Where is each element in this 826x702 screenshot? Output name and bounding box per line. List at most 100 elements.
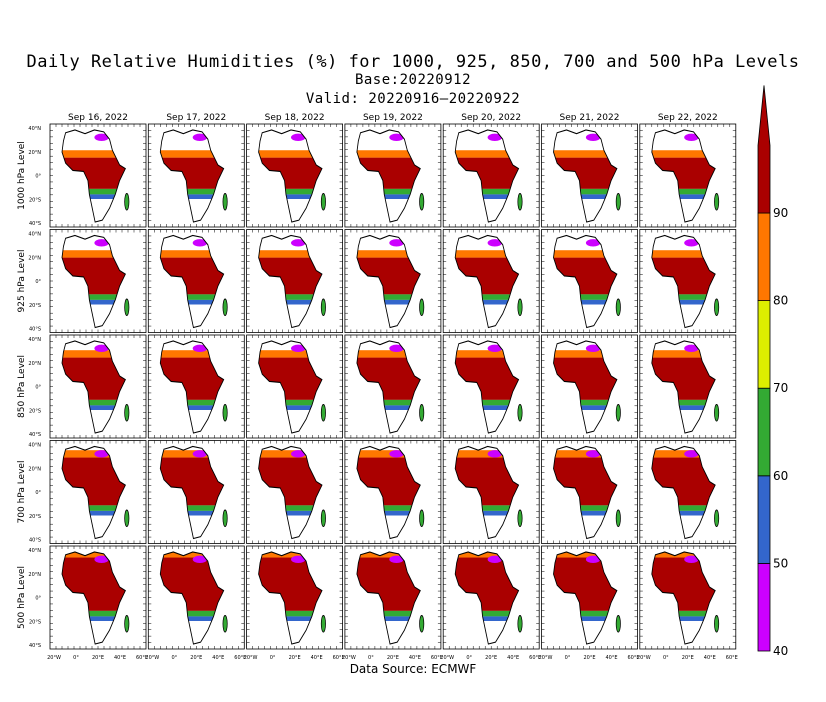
lat-tick-label: 20°S (29, 303, 41, 309)
map-panel (639, 229, 737, 333)
lon-tick-label: 40°E (704, 655, 716, 661)
map-panel (246, 334, 344, 439)
colorbar-label: 50 (773, 556, 788, 570)
map-panel (541, 545, 638, 650)
lat-tick-label: 20°S (29, 514, 41, 520)
lon-tick-label: 20°W (47, 655, 61, 661)
lon-tick-label: 20°E (289, 655, 301, 661)
map-panel (147, 123, 245, 228)
lon-tick-label: 20°W (244, 655, 258, 661)
map-panel (541, 229, 638, 333)
lon-tick-label: 40°E (212, 655, 224, 661)
lat-tick-label: 0° (35, 279, 41, 285)
lon-tick-label: 0° (270, 655, 276, 661)
colorbar-label: 90 (773, 206, 788, 220)
row-label: 1000 hPa Level (17, 141, 27, 210)
colorbar: 40 50 60 70 80 90 (757, 85, 788, 658)
lat-tick-label: 40°S (29, 538, 41, 544)
lat-tick-label: 40°N (28, 443, 41, 449)
lon-tick-label: 60°E (333, 655, 345, 661)
column-date-label: Sep 21, 2022 (560, 113, 620, 123)
lat-tick-label: 20°N (28, 466, 41, 472)
column-date-label: Sep 19, 2022 (363, 113, 423, 123)
map-panel (49, 334, 147, 439)
map-panel (344, 123, 442, 228)
map-panel (49, 229, 147, 333)
lat-tick-label: 20°N (28, 572, 41, 578)
lon-tick-label: 20°W (637, 655, 651, 661)
lon-tick-label: 20°E (583, 655, 595, 661)
row-label: 850 hPa Level (17, 355, 27, 418)
lat-tick-label: 20°N (28, 361, 41, 367)
map-panel (344, 229, 442, 333)
colorbar-segment (757, 85, 771, 214)
map-panel (147, 440, 245, 544)
column-date-label: Sep 20, 2022 (461, 113, 521, 123)
row-label: 500 hPa Level (17, 566, 27, 629)
lat-tick-label: 20°S (29, 619, 41, 625)
map-panel (442, 545, 540, 650)
map-panel (442, 440, 540, 544)
base-date: Base:20220912 (354, 72, 472, 88)
lat-tick-label: 40°N (28, 548, 41, 554)
map-panel (49, 123, 147, 228)
colorbar-label: 40 (773, 644, 788, 658)
lon-tick-label: 40°E (507, 655, 519, 661)
lon-tick-label: 20°E (190, 655, 202, 661)
lon-tick-label: 60°E (234, 655, 246, 661)
lon-tick-label: 20°W (342, 655, 356, 661)
lon-tick-label: 40°E (311, 655, 323, 661)
map-panel (541, 123, 638, 228)
map-panel (344, 545, 442, 650)
lon-tick-label: 0° (565, 655, 571, 661)
map-panel (147, 545, 245, 650)
row-label: 700 hPa Level (17, 461, 27, 524)
map-panel (639, 334, 737, 439)
lon-tick-label: 0° (73, 655, 79, 661)
map-panel (639, 545, 737, 650)
map-panel (246, 229, 344, 333)
row-label: 925 hPa Level (17, 250, 27, 313)
lon-tick-label: 0° (171, 655, 177, 661)
column-date-label: Sep 22, 2022 (658, 113, 718, 123)
map-panel (442, 123, 540, 228)
lon-tick-label: 60°E (431, 655, 443, 661)
map-panel (246, 440, 344, 544)
lon-tick-label: 60°E (627, 655, 639, 661)
lon-tick-label: 0° (368, 655, 374, 661)
chart-title: Daily Relative Humidities (%) for 1000, … (26, 52, 800, 72)
colorbar-label: 70 (773, 381, 788, 395)
lon-tick-label: 40°E (114, 655, 126, 661)
map-panel (147, 229, 245, 333)
colorbar-segment (757, 563, 771, 652)
colorbar-segment (757, 387, 771, 477)
lon-tick-label: 60°E (529, 655, 541, 661)
lat-tick-label: 0° (35, 174, 41, 180)
lat-tick-label: 40°S (29, 432, 41, 438)
map-panel (344, 334, 442, 439)
lat-tick-label: 40°N (28, 232, 41, 238)
lat-tick-label: 40°N (28, 126, 41, 132)
lon-tick-label: 20°W (145, 655, 159, 661)
column-date-label: Sep 17, 2022 (166, 113, 226, 123)
map-panel (541, 334, 638, 439)
lon-tick-label: 40°E (409, 655, 421, 661)
map-panel (541, 440, 638, 544)
data-source: Data Source: ECMWF (349, 662, 477, 676)
lon-tick-label: 60°E (136, 655, 148, 661)
lat-tick-label: 20°S (29, 197, 41, 203)
map-panel (442, 334, 540, 439)
map-panel (246, 545, 344, 650)
lon-tick-label: 20°E (485, 655, 497, 661)
map-panel (246, 123, 344, 228)
lat-tick-label: 40°S (29, 643, 41, 649)
lon-tick-label: 20°W (440, 655, 454, 661)
map-panel (49, 545, 147, 650)
lon-tick-label: 20°E (387, 655, 399, 661)
valid-period: Valid: 20220916–20220922 (305, 91, 521, 107)
lon-tick-label: 0° (466, 655, 472, 661)
lat-tick-label: 0° (35, 490, 41, 496)
colorbar-label: 80 (773, 294, 788, 308)
map-panel (49, 440, 147, 544)
